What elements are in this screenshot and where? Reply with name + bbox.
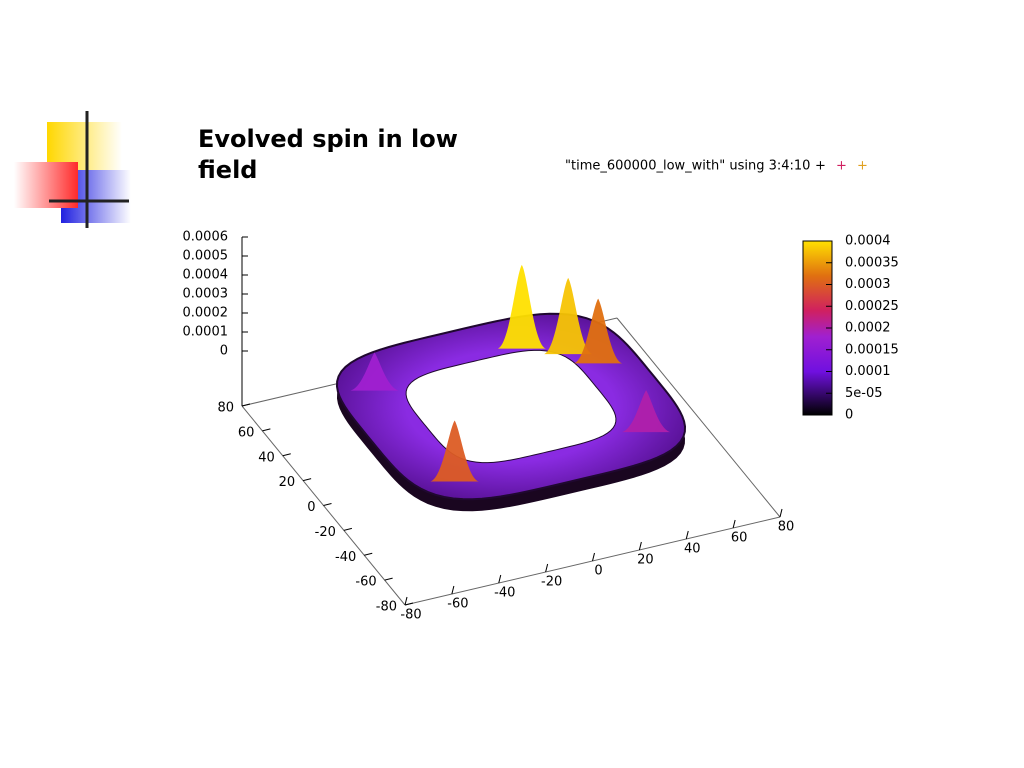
- y-tick-label: 60: [238, 425, 255, 440]
- y-tick-label: 0: [307, 500, 315, 515]
- y-tick: [384, 577, 393, 581]
- y-tick-label: -40: [335, 550, 356, 565]
- y-tick-label: 80: [217, 401, 234, 416]
- legend-mark: +: [815, 159, 826, 174]
- x-tick: [779, 508, 783, 518]
- y-tick-label: -60: [355, 575, 376, 590]
- y-tick-label: 40: [258, 450, 275, 465]
- x-tick-label: -40: [494, 586, 515, 601]
- y-tick: [241, 403, 251, 407]
- colorbar-tick-label: 0.0001: [845, 364, 891, 379]
- z-tick-label: 0: [220, 344, 228, 359]
- x-tick: [451, 585, 455, 595]
- legend-label: "time_600000_low_with" using 3:4:10: [565, 159, 810, 174]
- colorbar-tick-label: 0.0002: [845, 321, 891, 336]
- y-tick-label: -80: [376, 600, 397, 615]
- y-tick: [323, 503, 332, 506]
- z-tick-label: 0.0002: [183, 306, 229, 321]
- surface-peak: [497, 264, 546, 349]
- x-tick: [498, 574, 502, 584]
- x-tick-label: 20: [637, 553, 654, 568]
- z-tick-label: 0.0004: [183, 268, 229, 283]
- y-tick: [262, 428, 271, 432]
- x-tick: [592, 552, 595, 562]
- colorbar-tick-label: 0.00025: [845, 299, 899, 314]
- x-tick: [545, 563, 549, 573]
- surface-peak: [622, 390, 671, 433]
- z-tick-label: 0.0005: [183, 249, 229, 264]
- slide-title: Evolved spin in low field: [198, 125, 458, 184]
- surface-peak: [544, 277, 593, 355]
- y-tick-label: 20: [279, 475, 296, 490]
- colorbar-tick-label: 0.00035: [845, 255, 899, 270]
- axis-line: [616, 317, 781, 518]
- x-tick: [732, 519, 736, 529]
- y-tick: [343, 527, 352, 531]
- surface-peak: [430, 420, 479, 482]
- x-tick: [638, 541, 642, 551]
- colorbar-tick-label: 0.00015: [845, 342, 899, 357]
- surface-peak: [574, 298, 623, 364]
- z-tick-label: 0.0003: [183, 287, 229, 302]
- y-tick: [303, 478, 312, 482]
- legend-mark: +: [836, 159, 847, 174]
- colorbar-tick-label: 0: [845, 408, 853, 423]
- x-tick-label: 60: [731, 531, 748, 546]
- x-tick-label: 80: [778, 520, 795, 535]
- surface-peak: [350, 352, 399, 391]
- x-tick-label: 0: [594, 564, 602, 579]
- y-tick-label: -20: [315, 525, 336, 540]
- y-tick: [282, 453, 291, 457]
- x-tick-label: -80: [400, 608, 421, 623]
- colorbar-tick-label: 0.0004: [845, 234, 891, 249]
- x-tick: [404, 596, 408, 606]
- colorbar-tick-label: 5e-05: [845, 386, 883, 401]
- x-tick-label: -60: [447, 597, 468, 612]
- x-tick-label: 40: [684, 542, 701, 557]
- x-tick: [685, 530, 689, 540]
- z-tick-label: 0.0001: [183, 325, 229, 340]
- colorbar-tick-label: 0.0003: [845, 277, 891, 292]
- x-tick-label: -20: [541, 575, 562, 590]
- z-tick-label: 0.0006: [183, 230, 229, 245]
- y-tick: [364, 552, 373, 556]
- legend-mark: +: [857, 159, 868, 174]
- y-tick: [404, 602, 414, 606]
